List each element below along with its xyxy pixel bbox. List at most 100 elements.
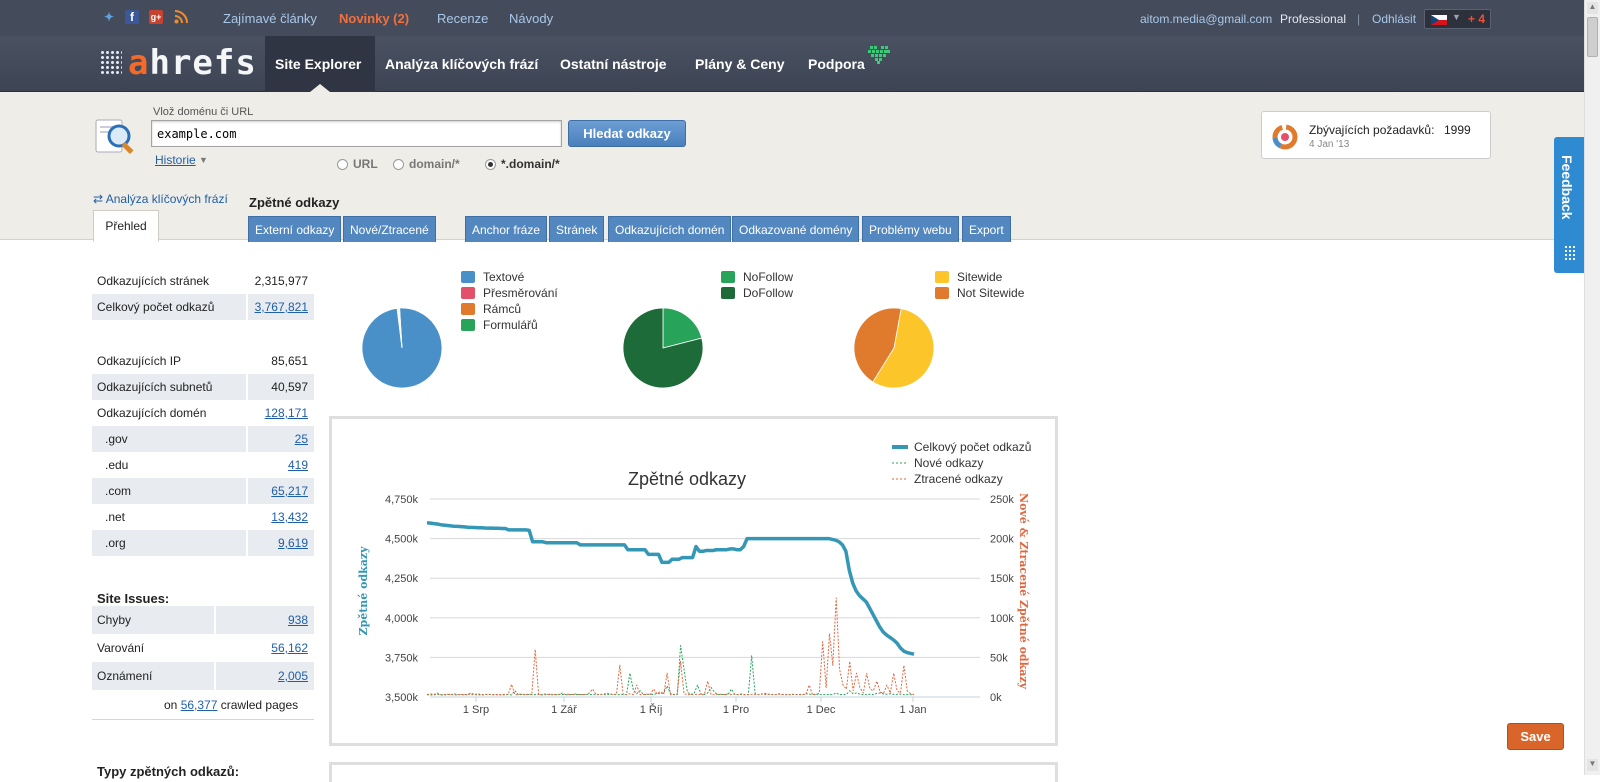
user-email[interactable]: aitom.media@gmail.com	[1140, 12, 1273, 26]
issue-value-link[interactable]: 2,005	[277, 669, 308, 683]
top-bar: ✦ f g+ Zajímavé články Novinky (2) Recen…	[0, 0, 1584, 36]
tab-new-lost[interactable]: Nové/Ztracené	[343, 216, 436, 242]
pie-slice[interactable]	[872, 308, 935, 389]
rss-icon[interactable]	[174, 10, 188, 24]
chart-title: Zpětné odkazy	[628, 469, 746, 489]
keyword-analysis-link[interactable]: ⇄ Analýza klíčových frází	[93, 192, 228, 206]
stat-value-link[interactable]: 419	[287, 458, 308, 472]
cell-divider	[214, 606, 314, 634]
second-chart-panel	[329, 762, 1058, 782]
search-links-button[interactable]: Hledat odkazy	[568, 120, 686, 147]
stat-value-link[interactable]: 9,619	[277, 536, 308, 550]
stat-value-link[interactable]: 25	[294, 432, 308, 446]
nav-site-explorer[interactable]: Site Explorer	[265, 36, 375, 92]
nav-plans-prices[interactable]: Plány & Ceny	[695, 56, 785, 72]
tab-referring-domains[interactable]: Odkazujících domén	[608, 216, 732, 242]
chart-series	[426, 521, 915, 696]
stat-referring-subnets: Odkazujících subnetů 40,597	[92, 374, 314, 400]
top-link-reviews[interactable]: Recenze	[437, 11, 489, 26]
stat-label: Odkazujících domén	[97, 406, 207, 420]
save-button[interactable]: Save	[1507, 723, 1564, 750]
top-link-guides[interactable]: Návody	[509, 11, 554, 26]
quota-gauge-icon	[1272, 124, 1298, 150]
top-link-articles[interactable]: Zajímavé články	[223, 11, 317, 26]
nav-keyword-analysis[interactable]: Analýza klíčových frází	[385, 56, 539, 72]
x-tick-label: 1 Jan	[900, 704, 927, 716]
mode-domain-radio[interactable]: domain/*	[393, 157, 460, 171]
tab-linked-domains[interactable]: Odkazované domény	[732, 216, 860, 242]
issue-label: Varování	[97, 641, 145, 655]
legend-redirects: Přesměrování	[461, 286, 558, 300]
legend-label: Textové	[483, 270, 525, 284]
stat-gov: .gov 25	[92, 426, 314, 452]
stat-label: .edu	[105, 458, 129, 472]
google-plus-icon[interactable]: g+	[149, 10, 163, 24]
mode-url-radio[interactable]: URL	[337, 157, 378, 171]
scroll-up-arrow[interactable]: ▲	[1587, 2, 1598, 14]
stat-value-link[interactable]: 128,171	[264, 406, 308, 420]
series-lost-links[interactable]	[426, 597, 915, 696]
issue-value-link[interactable]: 938	[287, 613, 308, 627]
tab-site-problems[interactable]: Problémy webu	[862, 216, 959, 242]
mode-url-label: URL	[353, 157, 378, 171]
tab-overview[interactable]: Přehled	[93, 210, 159, 242]
series-new-links[interactable]	[426, 645, 915, 696]
y2-tick-label: 250k	[990, 494, 1014, 506]
issue-warnings: Varování 56,162	[92, 634, 314, 662]
y2-axis-ticks: 250k 200k 150k 100k 50k 0k	[990, 494, 1014, 704]
stat-com: .com 65,217	[92, 478, 314, 504]
crawled-pages-link[interactable]: 56,377	[180, 698, 218, 712]
stat-value-link[interactable]: 3,767,821	[254, 300, 308, 314]
stat-value-link[interactable]: 65,217	[271, 484, 308, 498]
x-tick-label: 1 Zář	[551, 704, 577, 716]
logo-letter-a: a	[128, 43, 150, 83]
tab-external-links[interactable]: Externí odkazy	[248, 216, 342, 242]
y2-axis-label: Nové & Ztracené Zpětné odkazy	[1017, 493, 1030, 690]
chart-legend: Celkový počet odkazů Nové odkazy Ztracen…	[892, 440, 1031, 486]
issue-value-link[interactable]: 56,162	[271, 641, 308, 655]
tab-pages[interactable]: Stránek	[549, 216, 605, 242]
feedback-tab[interactable]: Feedback	[1554, 137, 1584, 273]
tab-export[interactable]: Export	[962, 216, 1011, 242]
heart-icon	[868, 46, 890, 64]
mode-subdomain-radio[interactable]: *.domain/*	[485, 157, 560, 171]
pie-slice[interactable]	[853, 307, 902, 383]
cell-divider	[246, 294, 314, 320]
history-chevron-icon[interactable]: ▼	[199, 155, 208, 165]
facebook-icon[interactable]: f	[125, 10, 139, 24]
stat-label: Celkový počet odkazů	[97, 300, 215, 314]
pie-slice[interactable]	[662, 307, 703, 349]
issue-label: Chyby	[97, 613, 132, 627]
issue-errors: Chyby 938	[92, 606, 314, 634]
feedback-label: Feedback	[1559, 155, 1575, 220]
nav-other-tools[interactable]: Ostatní nástroje	[560, 56, 667, 72]
pie-slice[interactable]	[398, 307, 403, 349]
legend-label: DoFollow	[743, 286, 794, 300]
x-tick-label: 1 Říj	[640, 703, 663, 716]
pie-slice[interactable]	[622, 307, 704, 389]
ahrefs-logo[interactable]: a hrefs	[100, 43, 257, 83]
stat-referring-pages: Odkazujících stránek 2,315,977	[92, 268, 314, 294]
y-tick-label: 4,000k	[385, 613, 419, 625]
history-link[interactable]: Historie	[155, 153, 196, 167]
issue-notices: Oznámení 2,005	[92, 662, 314, 690]
language-selector[interactable]: ▼ + 4	[1424, 9, 1491, 29]
legend-dofollow: DoFollow	[721, 286, 793, 300]
legend-frames: Rámců	[461, 302, 521, 316]
stat-label: .com	[105, 484, 132, 498]
twitter-icon[interactable]: ✦	[103, 10, 115, 24]
stat-org: .org 9,619	[92, 530, 314, 556]
radio-circle	[337, 158, 348, 170]
series-total-links[interactable]	[426, 521, 915, 656]
scroll-thumb[interactable]	[1587, 17, 1598, 57]
stat-value-link[interactable]: 13,432	[271, 510, 308, 524]
page-scrollbar[interactable]: ▲ ▼	[1584, 0, 1600, 775]
domain-input[interactable]	[151, 120, 562, 147]
stat-referring-ips: Odkazujících IP 85,651	[92, 348, 314, 374]
scroll-down-arrow[interactable]: ▼	[1587, 759, 1598, 771]
top-link-news[interactable]: Novinky (2)	[339, 11, 410, 26]
logout-link[interactable]: Odhlásit	[1372, 12, 1417, 26]
pie-slice[interactable]	[361, 307, 443, 389]
nav-support[interactable]: Podpora	[808, 56, 865, 72]
tab-anchor-phrases[interactable]: Anchor fráze	[465, 216, 548, 242]
